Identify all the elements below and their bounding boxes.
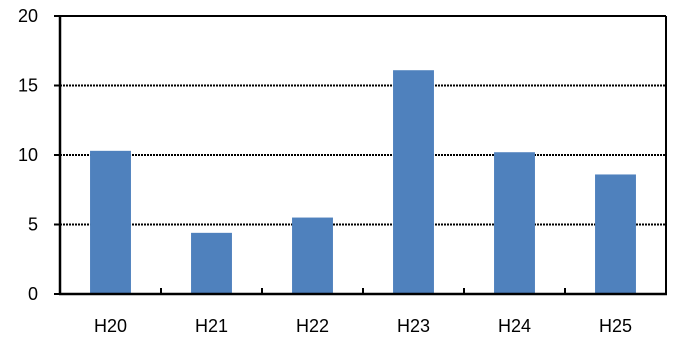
x-tick-labels: H20 H21 H22 H23 H24 H25 [94, 316, 632, 336]
y-tick-label: 15 [18, 76, 38, 96]
x-tick-label: H25 [599, 316, 632, 336]
y-tick-labels: 0 5 10 15 20 [18, 6, 38, 304]
axes [54, 15, 667, 296]
x-tick-label: H21 [195, 316, 228, 336]
gridlines [60, 84, 666, 226]
y-tick-label: 0 [28, 284, 38, 304]
y-tick-label: 20 [18, 6, 38, 26]
y-tick-label: 5 [28, 215, 38, 235]
x-tick-label: H20 [94, 316, 127, 336]
bar-h20 [90, 150, 131, 294]
x-tick-label: H22 [296, 316, 329, 336]
y-tick-label: 10 [18, 145, 38, 165]
x-tick-label: H23 [397, 316, 430, 336]
bar-h23 [393, 70, 434, 295]
bars [90, 70, 636, 295]
bar-h22 [292, 217, 333, 294]
bar-h25 [595, 174, 636, 294]
bar-h21 [191, 232, 232, 294]
bar-h24 [494, 152, 535, 294]
x-tick-label: H24 [498, 316, 531, 336]
